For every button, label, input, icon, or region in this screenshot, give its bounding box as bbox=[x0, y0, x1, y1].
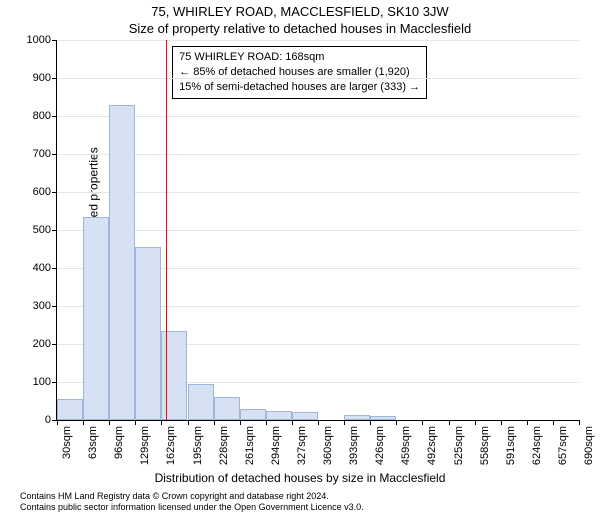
y-tick-label: 500 bbox=[17, 224, 51, 236]
y-tick-mark bbox=[52, 344, 57, 345]
x-tick-mark bbox=[292, 420, 293, 425]
x-tick-label: 426sqm bbox=[374, 426, 386, 476]
property-info-box: 75 WHIRLEY ROAD: 168sqm ← 85% of detache… bbox=[172, 46, 427, 99]
x-tick-mark bbox=[553, 420, 554, 425]
x-tick-label: 459sqm bbox=[400, 426, 412, 476]
x-tick-label: 30sqm bbox=[61, 426, 73, 476]
x-tick-label: 492sqm bbox=[426, 426, 438, 476]
x-tick-label: 129sqm bbox=[139, 426, 151, 476]
y-gridline bbox=[57, 192, 579, 193]
x-tick-label: 525sqm bbox=[453, 426, 465, 476]
x-tick-mark bbox=[396, 420, 397, 425]
x-tick-mark bbox=[579, 420, 580, 425]
y-tick-label: 900 bbox=[17, 72, 51, 84]
y-gridline bbox=[57, 230, 579, 231]
y-tick-label: 0 bbox=[17, 414, 51, 426]
x-tick-mark bbox=[422, 420, 423, 425]
x-tick-mark bbox=[135, 420, 136, 425]
y-tick-mark bbox=[52, 306, 57, 307]
footer-line-1: Contains HM Land Registry data © Crown c… bbox=[20, 491, 600, 502]
x-tick-mark bbox=[527, 420, 528, 425]
x-tick-label: 96sqm bbox=[113, 426, 125, 476]
y-gridline bbox=[57, 40, 579, 41]
x-tick-label: 591sqm bbox=[505, 426, 517, 476]
title-address: 75, WHIRLEY ROAD, MACCLESFIELD, SK10 3JW bbox=[0, 4, 600, 19]
y-tick-label: 400 bbox=[17, 262, 51, 274]
y-tick-label: 700 bbox=[17, 148, 51, 160]
x-tick-mark bbox=[240, 420, 241, 425]
y-tick-label: 300 bbox=[17, 300, 51, 312]
histogram-bar bbox=[344, 415, 370, 420]
x-tick-label: 558sqm bbox=[479, 426, 491, 476]
y-tick-label: 800 bbox=[17, 110, 51, 122]
data-source-footer: Contains HM Land Registry data © Crown c… bbox=[20, 491, 600, 514]
property-marker-line bbox=[166, 40, 167, 420]
footer-line-2: Contains public sector information licen… bbox=[20, 502, 600, 513]
x-tick-mark bbox=[344, 420, 345, 425]
x-tick-label: 228sqm bbox=[218, 426, 230, 476]
histogram-bar bbox=[57, 399, 83, 420]
x-tick-mark bbox=[449, 420, 450, 425]
y-tick-label: 1000 bbox=[17, 34, 51, 46]
x-tick-mark bbox=[188, 420, 189, 425]
x-tick-mark bbox=[83, 420, 84, 425]
x-tick-label: 657sqm bbox=[557, 426, 569, 476]
histogram-bar bbox=[135, 247, 161, 420]
x-tick-label: 624sqm bbox=[531, 426, 543, 476]
histogram-bar bbox=[83, 217, 109, 420]
y-tick-mark bbox=[52, 192, 57, 193]
x-tick-mark bbox=[57, 420, 58, 425]
histogram-chart: Number of detached properties 75 WHIRLEY… bbox=[56, 40, 579, 421]
y-tick-mark bbox=[52, 382, 57, 383]
x-tick-label: 690sqm bbox=[583, 426, 595, 476]
x-tick-mark bbox=[109, 420, 110, 425]
x-tick-label: 195sqm bbox=[192, 426, 204, 476]
y-tick-mark bbox=[52, 154, 57, 155]
histogram-bar bbox=[292, 412, 318, 420]
x-tick-mark bbox=[475, 420, 476, 425]
x-tick-label: 63sqm bbox=[87, 426, 99, 476]
y-gridline bbox=[57, 154, 579, 155]
y-gridline bbox=[57, 116, 579, 117]
title-block: 75, WHIRLEY ROAD, MACCLESFIELD, SK10 3JW… bbox=[0, 4, 600, 36]
info-line-3: 15% of semi-detached houses are larger (… bbox=[179, 80, 420, 95]
x-tick-mark bbox=[318, 420, 319, 425]
y-tick-mark bbox=[52, 230, 57, 231]
histogram-bar bbox=[370, 416, 396, 420]
x-tick-mark bbox=[266, 420, 267, 425]
y-gridline bbox=[57, 78, 579, 79]
x-tick-label: 393sqm bbox=[348, 426, 360, 476]
y-tick-mark bbox=[52, 40, 57, 41]
y-tick-label: 600 bbox=[17, 186, 51, 198]
histogram-bar bbox=[214, 397, 240, 420]
x-tick-label: 294sqm bbox=[270, 426, 282, 476]
x-tick-mark bbox=[370, 420, 371, 425]
x-tick-mark bbox=[161, 420, 162, 425]
x-tick-label: 360sqm bbox=[322, 426, 334, 476]
histogram-bar bbox=[109, 105, 135, 420]
y-tick-mark bbox=[52, 78, 57, 79]
x-tick-label: 162sqm bbox=[165, 426, 177, 476]
info-line-1: 75 WHIRLEY ROAD: 168sqm bbox=[179, 50, 420, 65]
histogram-bar bbox=[188, 384, 214, 420]
y-tick-label: 100 bbox=[17, 376, 51, 388]
x-tick-mark bbox=[214, 420, 215, 425]
y-tick-mark bbox=[52, 268, 57, 269]
y-tick-mark bbox=[52, 116, 57, 117]
x-tick-label: 327sqm bbox=[296, 426, 308, 476]
histogram-bar bbox=[266, 411, 292, 421]
x-tick-mark bbox=[501, 420, 502, 425]
histogram-bar bbox=[240, 409, 266, 420]
title-subtitle: Size of property relative to detached ho… bbox=[0, 21, 600, 36]
x-tick-label: 261sqm bbox=[244, 426, 256, 476]
y-tick-label: 200 bbox=[17, 338, 51, 350]
